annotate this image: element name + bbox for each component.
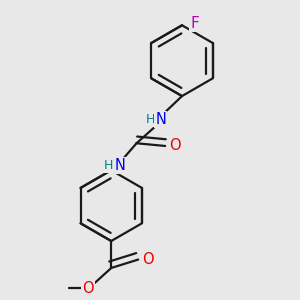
Text: N: N bbox=[155, 112, 166, 127]
Text: N: N bbox=[115, 158, 126, 173]
Text: F: F bbox=[190, 16, 199, 31]
Text: H: H bbox=[145, 113, 155, 126]
Text: H: H bbox=[104, 159, 114, 172]
Text: O: O bbox=[82, 281, 94, 296]
Text: O: O bbox=[169, 139, 181, 154]
Text: O: O bbox=[142, 252, 154, 267]
